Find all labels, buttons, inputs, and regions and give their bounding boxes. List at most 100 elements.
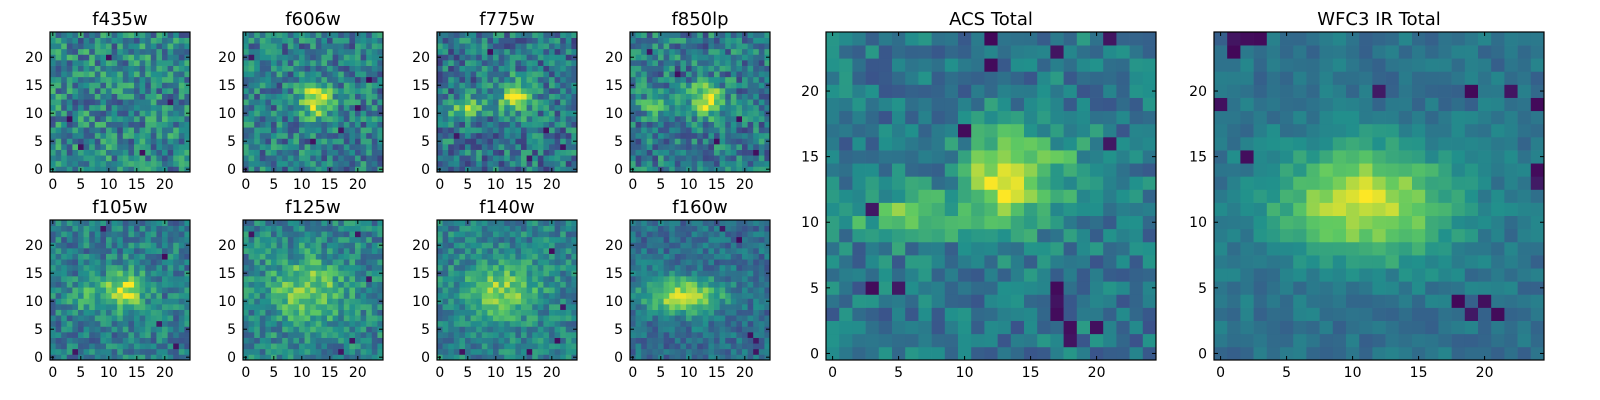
heatmap-cell — [66, 236, 73, 243]
heatmap-cell — [259, 99, 266, 106]
heatmap-cell — [742, 281, 748, 288]
heatmap-cell — [167, 270, 174, 277]
heatmap-cell — [134, 48, 140, 55]
heatmap-cell — [122, 276, 129, 282]
heatmap-cell — [691, 160, 698, 167]
heatmap-cell — [304, 298, 311, 305]
heatmap-cell — [248, 259, 255, 266]
heatmap-cell — [630, 287, 636, 294]
heatmap-cell — [254, 231, 261, 238]
heatmap-cell — [83, 309, 90, 316]
heatmap-cell — [254, 348, 261, 355]
heatmap-cell — [66, 71, 73, 78]
heatmap-cell — [476, 253, 483, 260]
heatmap-cell — [526, 309, 533, 316]
heatmap-cell — [111, 298, 118, 305]
y-tick-label: 10 — [218, 294, 236, 310]
heatmap-cell — [89, 127, 96, 134]
heatmap-cell — [697, 309, 704, 316]
heatmap-cell — [156, 343, 163, 350]
heatmap-cell — [736, 298, 743, 305]
heatmap-cell — [554, 309, 561, 316]
heatmap-cell — [736, 32, 743, 38]
heatmap-cell — [122, 144, 129, 150]
heatmap-cell — [83, 43, 90, 50]
heatmap-cell — [571, 220, 578, 226]
heatmap-cell — [680, 127, 687, 134]
heatmap-cell — [327, 337, 333, 344]
heatmap-cell — [509, 220, 516, 226]
heatmap-cell — [526, 99, 533, 106]
heatmap-cell — [310, 337, 317, 344]
heatmap-cell — [117, 132, 124, 139]
heatmap-cell — [134, 76, 140, 83]
heatmap-cell — [282, 132, 289, 139]
heatmap-cell — [725, 99, 732, 106]
heatmap-cell — [714, 116, 720, 122]
heatmap-cell — [758, 37, 765, 44]
heatmap-cell — [167, 292, 174, 299]
heatmap-cell — [521, 225, 527, 232]
heatmap-cell — [50, 315, 56, 322]
heatmap-cell — [730, 304, 737, 310]
heatmap-cell — [736, 149, 743, 156]
heatmap-cell — [343, 32, 350, 38]
heatmap-cell — [448, 231, 455, 238]
axes-frame — [436, 219, 578, 361]
heatmap-cell — [719, 138, 726, 145]
heatmap-cell — [134, 99, 140, 106]
heatmap-cell — [504, 32, 511, 38]
heatmap-cell — [117, 337, 124, 344]
heatmap-cell — [287, 287, 294, 294]
heatmap-cell — [554, 348, 561, 355]
heatmap-cell — [554, 225, 561, 232]
heatmap-cell — [565, 149, 572, 156]
heatmap-cell — [565, 116, 572, 122]
heatmap-cell — [349, 88, 356, 94]
heatmap-cell — [50, 309, 56, 316]
heatmap-cell — [697, 160, 704, 167]
heatmap-cell — [139, 270, 146, 277]
heatmap-cell — [725, 298, 732, 305]
heatmap-cell — [747, 287, 754, 294]
heatmap-cell — [442, 166, 449, 173]
heatmap-cell — [543, 155, 550, 162]
heatmap-cell — [448, 292, 455, 299]
heatmap-cell — [635, 292, 642, 299]
heatmap-cell — [714, 337, 720, 344]
heatmap-cell — [173, 121, 180, 128]
heatmap-cell — [355, 116, 361, 122]
heatmap-cell — [145, 32, 152, 38]
heatmap-cell — [78, 292, 84, 299]
heatmap-cell — [243, 236, 249, 243]
heatmap-cell — [145, 88, 152, 94]
heatmap-cell — [248, 127, 255, 134]
heatmap-cell — [442, 354, 449, 361]
heatmap-cell — [304, 281, 311, 288]
heatmap-cell — [117, 60, 124, 66]
heatmap-cell — [139, 37, 146, 44]
heatmap-cell — [691, 343, 698, 350]
heatmap-cell — [560, 110, 567, 117]
heatmap-cell — [338, 320, 345, 327]
heatmap-cell — [448, 320, 455, 327]
heatmap-cell — [532, 276, 539, 282]
heatmap-cell — [719, 132, 726, 139]
heatmap-cell — [128, 320, 135, 327]
heatmap-cell — [178, 276, 185, 282]
heatmap-cell — [543, 99, 550, 106]
heatmap-cell — [663, 76, 670, 83]
heatmap-cell — [686, 149, 692, 156]
heatmap-cell — [719, 304, 726, 310]
heatmap-cell — [259, 298, 266, 305]
heatmap-cell — [691, 309, 698, 316]
heatmap-cell — [481, 326, 488, 333]
heatmap-cell — [338, 132, 345, 139]
heatmap-cell — [730, 166, 737, 173]
heatmap-cell — [543, 287, 550, 294]
heatmap-cell — [521, 287, 527, 294]
heatmap-cell — [509, 337, 516, 344]
heatmap-cell — [162, 104, 168, 111]
heatmap-cell — [702, 127, 709, 134]
heatmap-cell — [94, 99, 101, 106]
